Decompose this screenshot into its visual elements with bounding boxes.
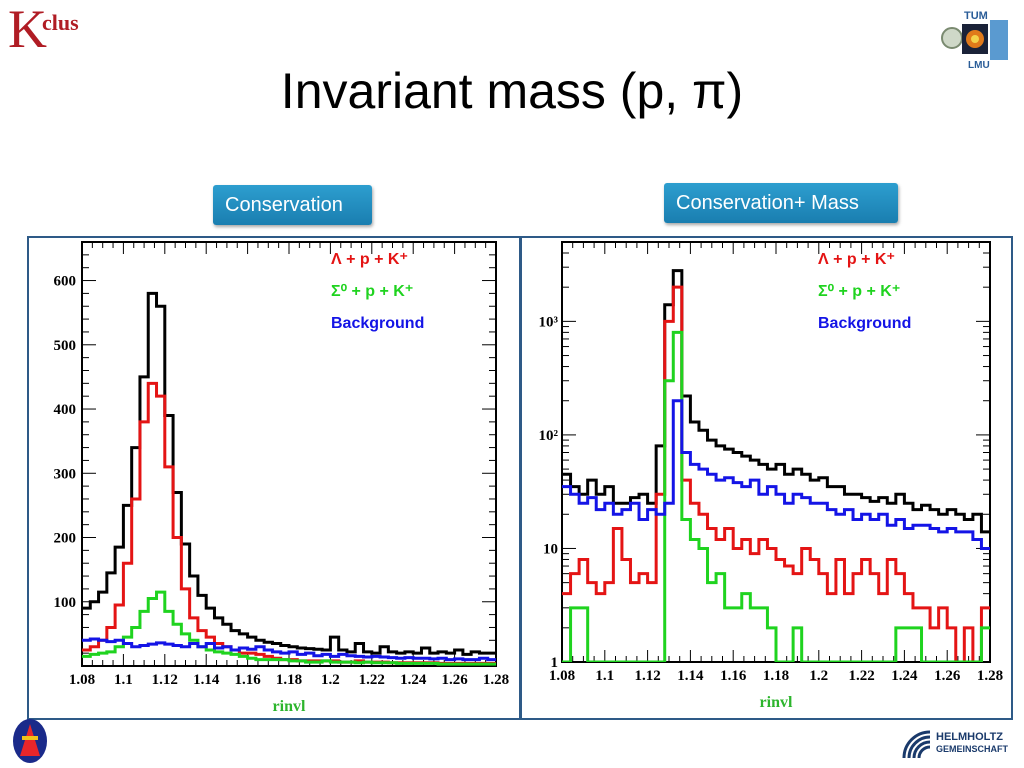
series-2-line — [562, 330, 990, 662]
series-1-line — [82, 381, 496, 665]
helmholtz-arc-icon — [902, 730, 931, 759]
tum-label: TUM — [964, 10, 988, 22]
series-1-line — [562, 285, 990, 662]
y-tick-label: 600 — [54, 274, 77, 290]
x-tick-label: 1.26 — [441, 672, 468, 688]
bottom-left-logo — [13, 719, 47, 763]
x-tick-label: 1.1 — [114, 672, 133, 688]
x-tick-label: 1.12 — [634, 668, 660, 684]
helmholtz-line1: HELMHOLTZ — [936, 731, 1004, 743]
x-tick-label: 1.14 — [193, 672, 220, 688]
y-tick-label: 10 — [543, 541, 558, 557]
helmholtz-logo: HELMHOLTZ GEMEINSCHAFT — [900, 724, 1018, 762]
plot-frame — [81, 241, 497, 667]
log-mass-chart: 1.08 1.1 1.12 1.14 1.16 1.18 1.2 1.22 1.24 1.26 1.… — [539, 241, 1003, 711]
x-tick-label: 1.22 — [848, 668, 874, 684]
x-tick-label: 1.1 — [595, 668, 614, 684]
linear-mass-chart: 1.08 1.1 1.12 1.14 1.16 1.18 1.2 1.22 1.24 1.26 1.… — [54, 241, 509, 715]
x-axis-label: rinvl — [760, 694, 793, 711]
kclus-logo-k: K — [8, 0, 47, 59]
page-title: Invariant mass (p, π) — [280, 63, 744, 119]
y-tick-label: 200 — [54, 531, 77, 547]
x-tick-label: 1.28 — [483, 672, 509, 688]
x-tick-label: 1.08 — [549, 668, 575, 684]
legend-entry-2: Background — [818, 315, 911, 332]
tum-lmu-logo: TUM LMU — [941, 10, 1008, 71]
legend-entry-1: Σ⁰ + p + K⁺ — [331, 283, 413, 300]
legend-entry-2: Background — [331, 315, 424, 332]
kclus-logo: K clus — [8, 2, 98, 62]
x-tick-label: 1.12 — [152, 672, 178, 688]
x-tick-label: 1.16 — [720, 668, 747, 684]
lmu-label: LMU — [968, 60, 990, 71]
y-tick-label: 400 — [54, 402, 77, 418]
legend-entry-0: Λ + p + K⁺ — [818, 251, 895, 268]
plot-frame — [561, 241, 991, 663]
series-2-line — [82, 590, 496, 666]
conservation-button[interactable]: Conservation — [213, 185, 372, 225]
series-0-line — [562, 269, 990, 534]
series-3-line — [562, 399, 990, 550]
y-tick-label: 500 — [54, 338, 77, 354]
x-tick-label: 1.18 — [763, 668, 789, 684]
conservation-mass-button[interactable]: Conservation+ Mass — [664, 183, 898, 223]
y-tick-label: 300 — [54, 466, 77, 482]
x-axis-label: rinvl — [273, 698, 306, 715]
x-tick-label: 1.22 — [359, 672, 385, 688]
legend-entry-1: Σ⁰ + p + K⁺ — [818, 283, 900, 300]
chart-panel-linear: 1.08 1.1 1.12 1.14 1.16 1.18 1.2 1.22 1.24 1.26 1.… — [27, 236, 521, 720]
y-tick-label: 10³ — [539, 314, 559, 330]
x-tick-label: 1.14 — [677, 668, 704, 684]
x-tick-label: 1.18 — [276, 672, 302, 688]
x-tick-label: 1.24 — [891, 668, 918, 684]
x-tick-label: 1.24 — [400, 672, 427, 688]
series-0-line — [82, 291, 496, 656]
y-tick-label: 10² — [539, 428, 559, 444]
chart-panel-log: 1.08 1.1 1.12 1.14 1.16 1.18 1.2 1.22 1.24 1.26 1.… — [520, 236, 1013, 720]
legend-entry-0: Λ + p + K⁺ — [331, 251, 408, 268]
x-tick-label: 1.2 — [321, 672, 340, 688]
x-tick-label: 1.16 — [234, 672, 261, 688]
x-tick-label: 1.08 — [69, 672, 95, 688]
y-tick-label: 1 — [551, 655, 559, 671]
x-tick-label: 1.26 — [934, 668, 961, 684]
series-3-line — [82, 637, 496, 662]
x-tick-label: 1.28 — [977, 668, 1003, 684]
kclus-logo-text: clus — [42, 10, 79, 35]
helmholtz-line2: GEMEINSCHAFT — [936, 744, 1008, 754]
y-tick-label: 100 — [54, 595, 77, 611]
x-tick-label: 1.2 — [809, 668, 828, 684]
